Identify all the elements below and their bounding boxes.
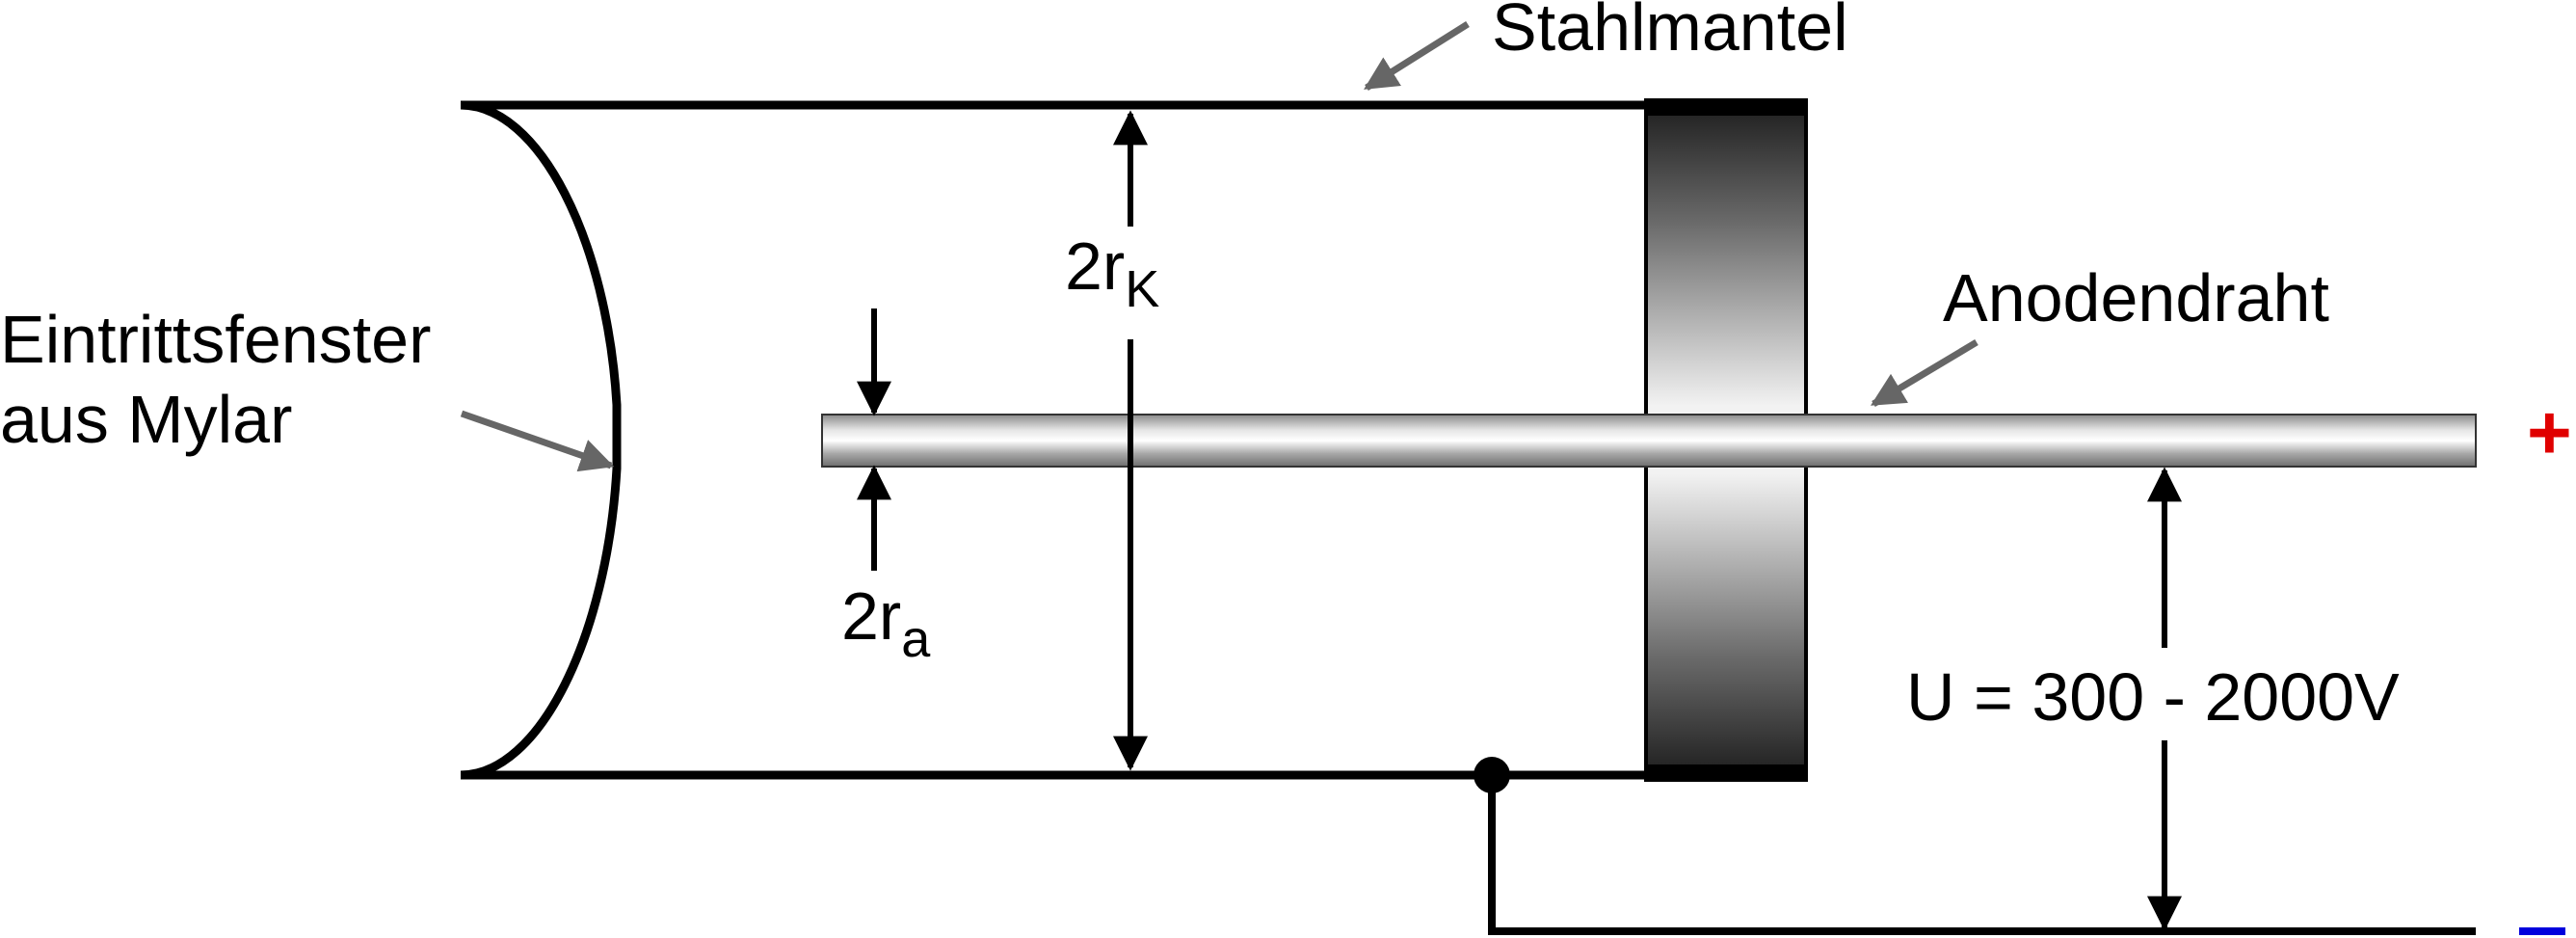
voltage-label: U = 300 - 2000V	[1906, 659, 2400, 735]
stahlmantel-pointer	[1364, 21, 1470, 91]
ra-label: 2ra	[841, 578, 931, 668]
window-pointer	[460, 410, 615, 472]
window-label-line1: Eintrittsfenster	[0, 302, 431, 377]
anodendraht-pointer	[1870, 338, 1978, 408]
stahlmantel-label: Stahlmantel	[1492, 0, 1848, 65]
anode-wire	[821, 414, 2477, 468]
mylar-window	[460, 100, 622, 780]
rk-label: 2rK	[1065, 228, 1159, 318]
anodendraht-label: Anodendraht	[1943, 260, 2329, 335]
window-label-line2: aus Mylar	[0, 382, 292, 457]
plus-symbol: +	[2527, 389, 2572, 475]
